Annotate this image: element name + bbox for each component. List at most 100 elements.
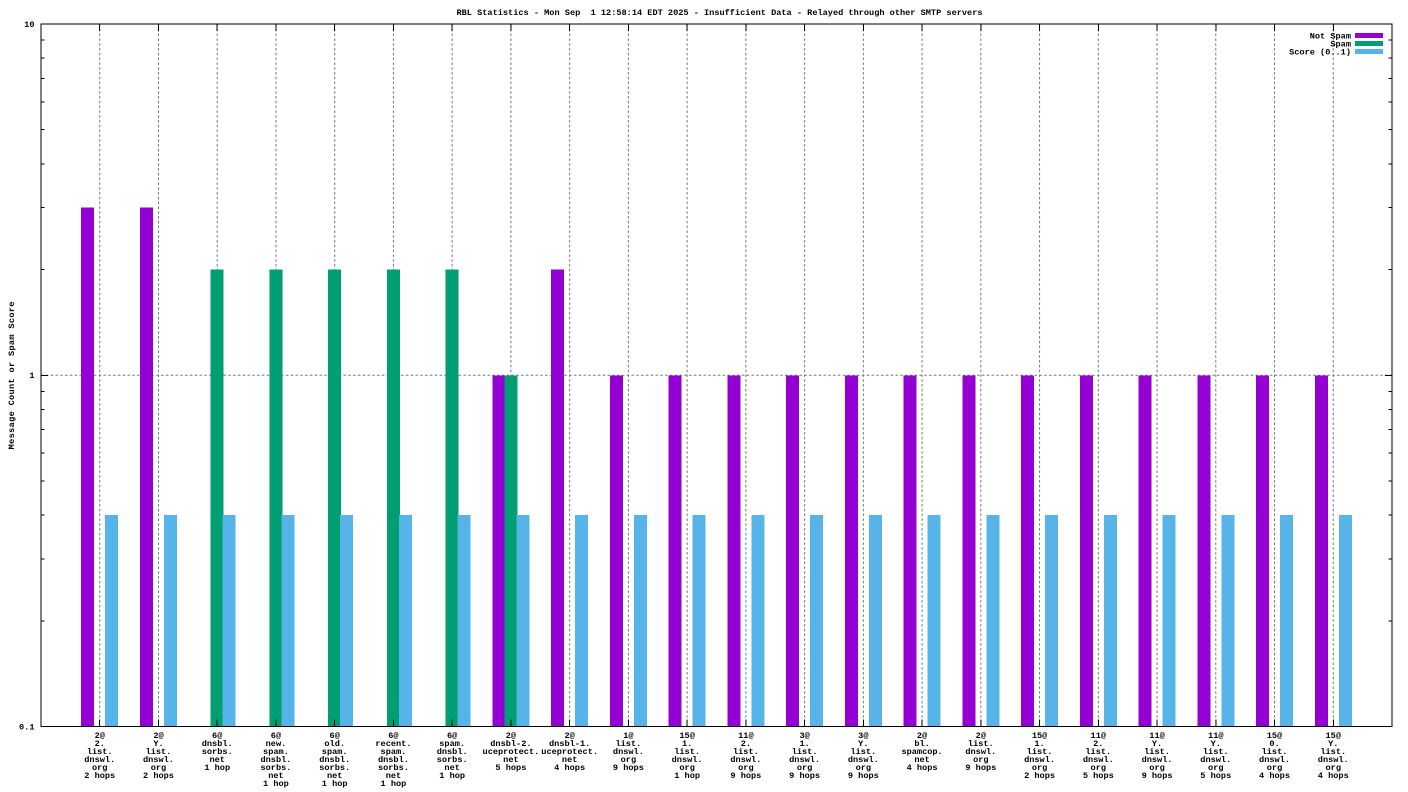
svg-text:2@: 2@ bbox=[153, 731, 163, 741]
svg-text:11@: 11@ bbox=[1091, 731, 1106, 741]
svg-text:5 hops: 5 hops bbox=[1083, 771, 1114, 781]
svg-text:list.: list. bbox=[850, 747, 876, 757]
svg-text:10: 10 bbox=[24, 20, 34, 30]
svg-text:list.: list. bbox=[968, 739, 994, 749]
svg-text:dnswl.: dnswl. bbox=[672, 755, 703, 765]
svg-text:Message Count or Spam Score: Message Count or Spam Score bbox=[7, 301, 17, 449]
svg-text:org: org bbox=[679, 763, 694, 773]
svg-text:Y.: Y. bbox=[1328, 739, 1338, 749]
svg-text:bl.: bl. bbox=[914, 739, 929, 749]
svg-text:dnswl.: dnswl. bbox=[1259, 755, 1290, 765]
svg-text:org: org bbox=[92, 763, 107, 773]
svg-text:uceprotect.: uceprotect. bbox=[541, 747, 598, 757]
svg-text:spamcop.: spamcop. bbox=[901, 747, 942, 757]
svg-text:dnswl.: dnswl. bbox=[789, 755, 820, 765]
svg-text:org: org bbox=[151, 763, 166, 773]
svg-text:dnswl.: dnswl. bbox=[613, 747, 644, 757]
svg-text:dnswl.: dnswl. bbox=[1200, 755, 1231, 765]
svg-text:uceprotect.: uceprotect. bbox=[483, 747, 540, 757]
svg-text:list.: list. bbox=[1027, 747, 1053, 757]
svg-text:9 hops: 9 hops bbox=[730, 771, 761, 781]
svg-text:3@: 3@ bbox=[799, 731, 809, 741]
svg-text:org: org bbox=[1267, 763, 1282, 773]
svg-text:dnsbl.: dnsbl. bbox=[202, 739, 233, 749]
svg-text:list.: list. bbox=[1203, 747, 1229, 757]
svg-text:dnswl.: dnswl. bbox=[1083, 755, 1114, 765]
svg-text:1 hop: 1 hop bbox=[322, 779, 348, 789]
svg-text:dnswl.: dnswl. bbox=[1024, 755, 1055, 765]
svg-text:9 hops: 9 hops bbox=[965, 763, 996, 773]
svg-text:list.: list. bbox=[733, 747, 759, 757]
svg-text:15@: 15@ bbox=[1032, 731, 1047, 741]
svg-text:org: org bbox=[856, 763, 871, 773]
svg-text:Y.: Y. bbox=[858, 739, 868, 749]
svg-text:2 hops: 2 hops bbox=[1024, 771, 1055, 781]
svg-text:2@: 2@ bbox=[917, 731, 927, 741]
svg-text:sorbs.: sorbs. bbox=[437, 755, 468, 765]
svg-text:list.: list. bbox=[792, 747, 818, 757]
svg-text:1 hop: 1 hop bbox=[439, 771, 465, 781]
svg-text:Y.: Y. bbox=[1211, 739, 1221, 749]
svg-text:2@: 2@ bbox=[95, 731, 105, 741]
svg-text:2 hops: 2 hops bbox=[84, 771, 115, 781]
svg-text:spam.: spam. bbox=[381, 747, 407, 757]
svg-text:dnswl.: dnswl. bbox=[730, 755, 761, 765]
svg-text:net: net bbox=[914, 755, 929, 765]
svg-text:Score (0..1): Score (0..1) bbox=[1289, 47, 1351, 57]
svg-text:1.: 1. bbox=[799, 739, 809, 749]
svg-text:spam.: spam. bbox=[263, 747, 289, 757]
svg-text:list.: list. bbox=[1085, 747, 1111, 757]
svg-text:4 hops: 4 hops bbox=[554, 763, 585, 773]
svg-text:9 hops: 9 hops bbox=[613, 763, 644, 773]
svg-text:recent.: recent. bbox=[375, 739, 411, 749]
svg-text:6@: 6@ bbox=[447, 731, 457, 741]
svg-text:list.: list. bbox=[674, 747, 700, 757]
svg-text:11@: 11@ bbox=[738, 731, 753, 741]
svg-text:1 hop: 1 hop bbox=[204, 763, 230, 773]
svg-text:org: org bbox=[1091, 763, 1106, 773]
svg-text:1.: 1. bbox=[1034, 739, 1044, 749]
svg-text:dnsbl-2.: dnsbl-2. bbox=[490, 739, 531, 749]
svg-text:6@: 6@ bbox=[388, 731, 398, 741]
svg-text:org: org bbox=[1326, 763, 1341, 773]
svg-text:net: net bbox=[386, 771, 401, 781]
svg-text:org: org bbox=[973, 755, 988, 765]
svg-text:9 hops: 9 hops bbox=[1142, 771, 1173, 781]
svg-text:4 hops: 4 hops bbox=[1318, 771, 1349, 781]
svg-text:15@: 15@ bbox=[679, 731, 694, 741]
svg-text:2 hops: 2 hops bbox=[143, 771, 174, 781]
svg-text:dnswl.: dnswl. bbox=[143, 755, 174, 765]
svg-text:4 hops: 4 hops bbox=[1259, 771, 1290, 781]
svg-text:spam.: spam. bbox=[439, 739, 465, 749]
svg-text:sorbs.: sorbs. bbox=[378, 763, 409, 773]
svg-text:dnsbl.: dnsbl. bbox=[437, 747, 468, 757]
svg-text:1: 1 bbox=[29, 371, 34, 381]
svg-text:dnsbl.: dnsbl. bbox=[378, 755, 409, 765]
svg-text:Not Spam: Not Spam bbox=[1310, 31, 1351, 41]
svg-text:3@: 3@ bbox=[858, 731, 868, 741]
svg-text:2.: 2. bbox=[741, 739, 751, 749]
svg-text:Y.: Y. bbox=[1152, 739, 1162, 749]
svg-text:org: org bbox=[1149, 763, 1164, 773]
svg-text:list.: list. bbox=[87, 747, 113, 757]
svg-text:1.: 1. bbox=[682, 739, 692, 749]
svg-text:org: org bbox=[1032, 763, 1047, 773]
svg-text:6@: 6@ bbox=[330, 731, 340, 741]
svg-text:0.: 0. bbox=[1269, 739, 1279, 749]
svg-text:RBL Statistics - Mon Sep 1 12: RBL Statistics - Mon Sep 1 12:58:14 EDT … bbox=[456, 8, 982, 18]
svg-text:sorbs.: sorbs. bbox=[202, 747, 233, 757]
svg-text:org: org bbox=[797, 763, 812, 773]
svg-text:dnswl.: dnswl. bbox=[848, 755, 879, 765]
svg-text:5 hops: 5 hops bbox=[1200, 771, 1231, 781]
svg-text:net: net bbox=[444, 763, 459, 773]
svg-text:Y.: Y. bbox=[153, 739, 163, 749]
svg-text:dnsbl.: dnsbl. bbox=[319, 755, 350, 765]
svg-text:11@: 11@ bbox=[1208, 731, 1223, 741]
svg-text:net: net bbox=[503, 755, 518, 765]
svg-text:dnswl.: dnswl. bbox=[1318, 755, 1349, 765]
svg-text:1 hop: 1 hop bbox=[674, 771, 700, 781]
svg-text:Spam: Spam bbox=[1330, 39, 1351, 49]
svg-text:net: net bbox=[562, 755, 577, 765]
svg-text:dnswl.: dnswl. bbox=[84, 755, 115, 765]
svg-text:11@: 11@ bbox=[1149, 731, 1164, 741]
